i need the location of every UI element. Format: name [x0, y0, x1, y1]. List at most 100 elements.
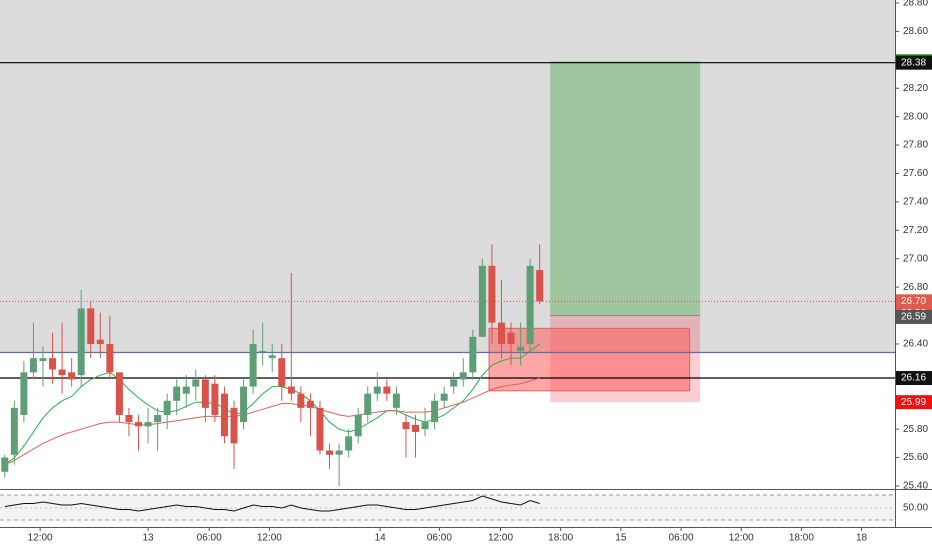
candle-body	[220, 393, 228, 437]
candle-body	[526, 265, 534, 344]
candle-body	[459, 372, 467, 380]
candle-body	[29, 358, 37, 373]
y-tick-label: 27.00	[903, 253, 928, 264]
candle-body	[373, 386, 381, 394]
candle-body	[412, 424, 420, 433]
candle-body	[58, 369, 66, 376]
y-tick-label: 28.80	[903, 0, 928, 9]
candle-body	[478, 265, 486, 337]
x-tick-label: 15	[615, 533, 627, 544]
candle-body	[402, 422, 410, 430]
candle-body	[278, 358, 286, 387]
candle-body	[497, 322, 505, 344]
x-tick-label: 12:00	[28, 533, 53, 544]
x-tick-label: 12:00	[257, 533, 282, 544]
y-tick-label: 27.40	[903, 197, 928, 208]
candle-body	[440, 393, 448, 401]
candle-body	[316, 407, 324, 451]
candle-body	[106, 343, 114, 373]
main-pane	[0, 0, 895, 486]
price-label: 26.59	[901, 312, 926, 323]
shade	[0, 0, 895, 353]
x-tick-label: 13	[142, 533, 154, 544]
price-label: 26.16	[901, 373, 926, 384]
price-label-box	[896, 371, 932, 386]
candle-body	[536, 270, 544, 302]
candle-body	[20, 372, 28, 415]
y-tick-label: 28.00	[903, 111, 928, 122]
candle-body	[364, 393, 372, 415]
moving-average	[4, 377, 540, 466]
x-tick-label: 18:00	[789, 533, 814, 544]
candle-body	[1, 457, 9, 472]
x-tick-label: 12:00	[488, 533, 513, 544]
candle-body	[517, 346, 525, 352]
candle-body	[163, 400, 171, 415]
candle-body	[345, 436, 353, 451]
candle-body	[326, 450, 334, 455]
candle-body	[431, 400, 439, 423]
candle-body	[125, 414, 133, 423]
y-tick-label: 26.40	[903, 339, 928, 350]
x-tick-label: 18:00	[548, 533, 573, 544]
price-label-box	[896, 395, 932, 410]
target-zone	[550, 61, 701, 316]
candle-body	[68, 372, 76, 380]
candle-body	[392, 393, 400, 408]
y-tick-label: 25.80	[903, 424, 928, 435]
candle-body	[115, 372, 123, 415]
candle-body	[87, 308, 95, 344]
moving-average	[4, 343, 540, 466]
y-tick-label: 26.80	[903, 282, 928, 293]
price-label: 28.38	[901, 57, 926, 68]
candle-body	[192, 379, 200, 387]
candle-body	[287, 386, 295, 394]
price-label-box	[896, 55, 932, 70]
indicator-line	[4, 495, 540, 512]
candle-body	[182, 386, 190, 394]
candle-body	[297, 393, 305, 408]
candle-body	[49, 358, 57, 370]
x-tick-label: 18	[856, 533, 868, 544]
price-label-box	[896, 309, 932, 324]
y-tick-label: 25.60	[903, 452, 928, 463]
candle-body	[268, 355, 276, 359]
candle-body	[154, 414, 162, 423]
price-label: 26.70	[901, 296, 926, 307]
candle-body	[507, 332, 515, 344]
candle-body	[173, 386, 181, 401]
y-tick-label: 28.20	[903, 83, 928, 94]
candle-body	[211, 383, 219, 415]
y-tick-label: 27.20	[903, 225, 928, 236]
candle-body	[201, 379, 209, 408]
candle-body	[259, 351, 267, 353]
x-tick-label: 12:00	[729, 533, 754, 544]
y-tick-label: 27.60	[903, 168, 928, 179]
candle-body	[421, 422, 429, 430]
zone	[488, 327, 691, 392]
x-tick-label: 06:00	[427, 533, 452, 544]
candle-body	[230, 407, 238, 444]
y-tick-label: 25.40	[903, 481, 928, 492]
candle-body	[383, 386, 391, 394]
candle-body	[39, 358, 47, 361]
candle-body	[469, 336, 477, 373]
indicator-tick-label: 50.00	[903, 503, 928, 514]
candle-body	[77, 308, 85, 376]
candle-body	[96, 339, 104, 344]
y-tick-label: 27.80	[903, 140, 928, 151]
candle-body	[135, 422, 143, 427]
candle-body	[144, 422, 152, 427]
candle-body	[249, 343, 257, 387]
x-tick-label: 14	[375, 533, 387, 544]
price-label: 25.99	[901, 397, 926, 408]
candle-body	[354, 414, 362, 437]
candle-body	[306, 400, 314, 408]
candle-body	[240, 386, 248, 423]
candle-body	[450, 379, 458, 387]
x-tick-label: 06:00	[197, 533, 222, 544]
x-tick-label: 06:00	[669, 533, 694, 544]
candle-body	[335, 450, 343, 455]
candle-body	[10, 407, 18, 455]
